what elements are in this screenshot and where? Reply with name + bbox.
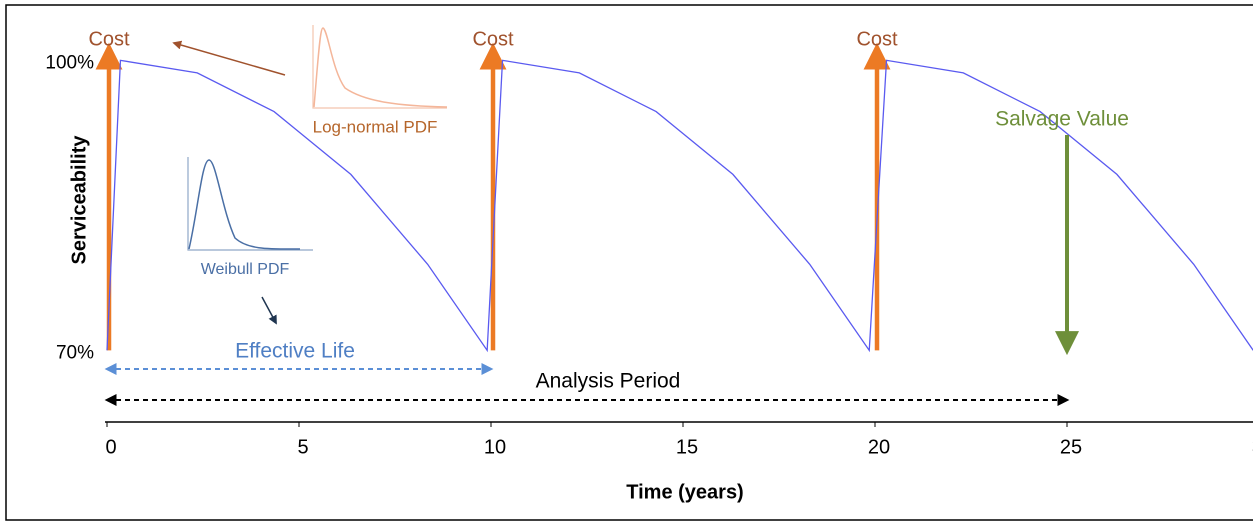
x-tick-label: 0 <box>105 436 116 458</box>
y-tick-label: 100% <box>45 52 94 73</box>
inset-label: Log-normal PDF <box>313 117 438 136</box>
x-tick-label: 5 <box>297 436 308 458</box>
y-tick-label: 70% <box>56 342 94 363</box>
x-tick-label: 30 <box>1252 436 1253 458</box>
span-label: Effective Life <box>235 340 355 363</box>
inset-label: Weibull PDF <box>201 261 290 278</box>
x-tick-label: 25 <box>1060 436 1082 458</box>
x-tick-label: 10 <box>484 436 506 458</box>
x-tick-label: 15 <box>676 436 698 458</box>
span-label: Analysis Period <box>536 370 681 393</box>
x-tick-label: 20 <box>868 436 890 458</box>
x-axis-title: Time (years) <box>626 481 743 503</box>
y-axis-title: Serviceability <box>68 135 90 265</box>
cost-label: Cost <box>472 28 514 50</box>
serviceability-line <box>106 59 1253 353</box>
cost-label: Cost <box>856 28 898 50</box>
weibull-inset <box>187 157 313 325</box>
frame <box>5 4 1253 521</box>
cost-label: Cost <box>88 28 130 50</box>
salvage-label: Salvage Value <box>995 108 1129 131</box>
lognormal-inset <box>172 25 448 109</box>
